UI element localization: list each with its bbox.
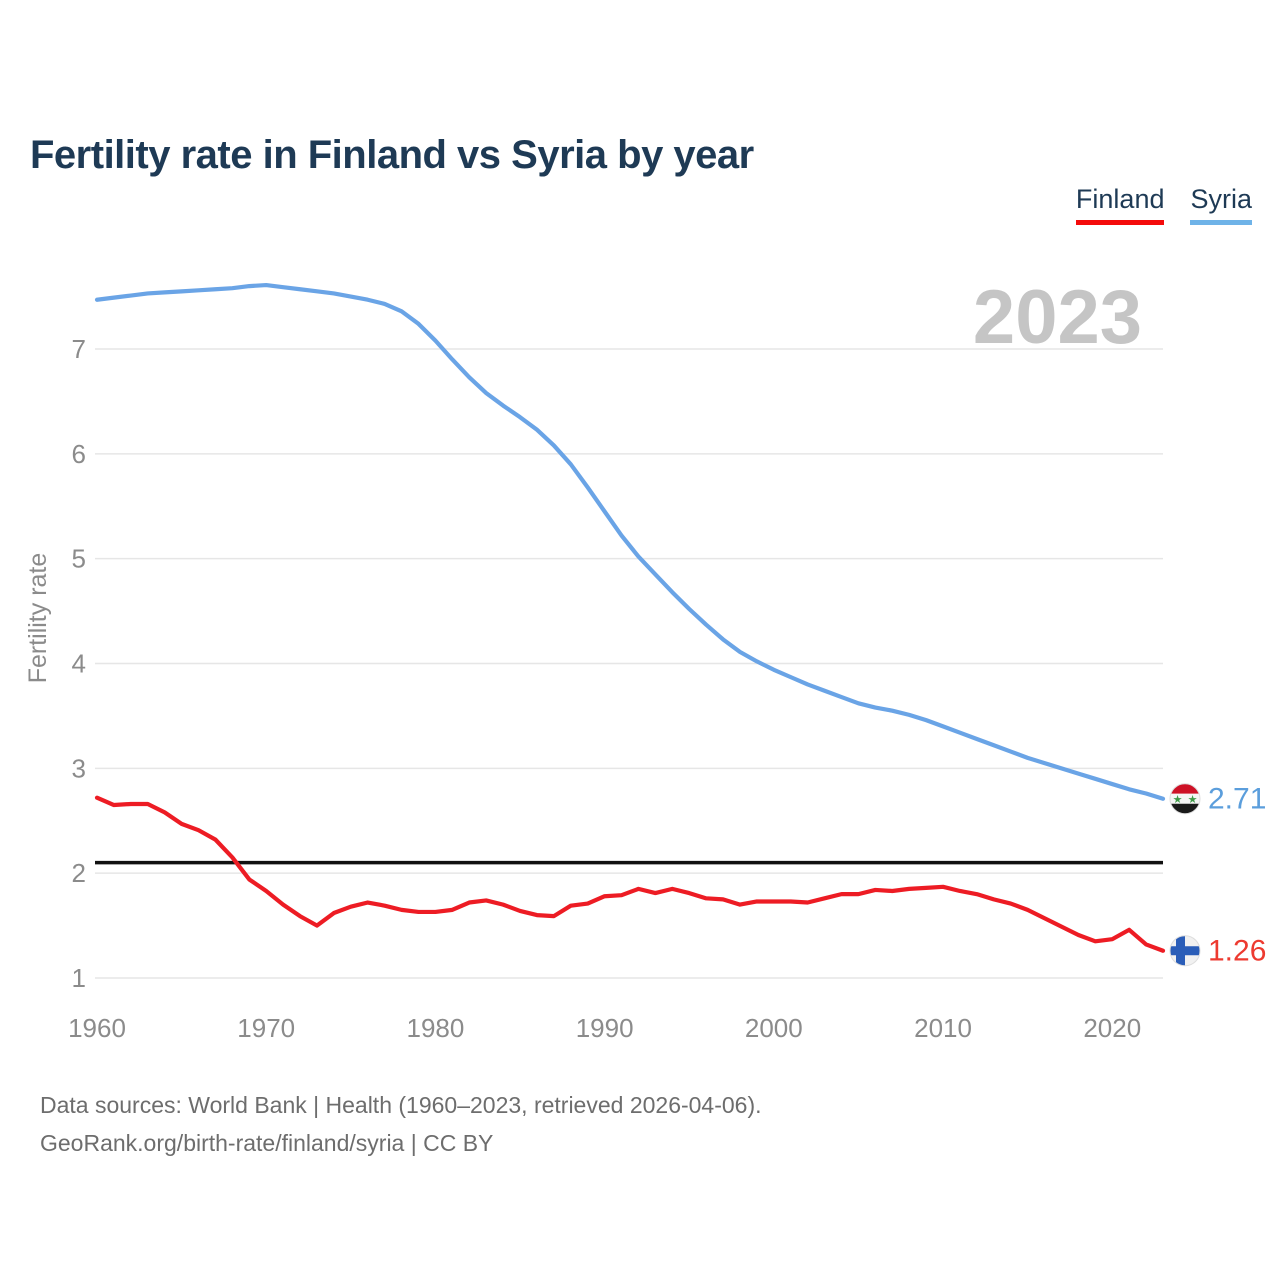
y-tick-label: 4	[72, 649, 86, 679]
y-tick-label: 3	[72, 753, 86, 783]
syria-flag-ring	[1169, 783, 1201, 815]
y-axis-title: Fertility rate	[24, 553, 52, 684]
x-tick-label: 1990	[576, 1013, 634, 1043]
footer: Data sources: World Bank | Health (1960–…	[40, 1086, 762, 1162]
legend-item-finland[interactable]: Finland	[1075, 184, 1165, 225]
legend: Finland Syria	[1075, 184, 1252, 225]
end-value-syria: 2.71	[1208, 783, 1266, 816]
syria-flag-icon: ★ ★	[1170, 783, 1200, 814]
y-axis-ticks: 1 2 3 4 5 6 7	[72, 334, 86, 993]
x-tick-label: 2010	[914, 1013, 972, 1043]
y-tick-label: 7	[72, 334, 86, 364]
gridlines	[95, 348, 1163, 979]
y-tick-label: 2	[72, 858, 86, 888]
y-tick-label: 5	[72, 544, 86, 574]
x-tick-label: 1970	[237, 1013, 295, 1043]
x-tick-label: 2000	[745, 1013, 803, 1043]
x-tick-label: 1980	[406, 1013, 464, 1043]
footer-attribution: GeoRank.org/birth-rate/finland/syria | C…	[40, 1130, 494, 1156]
end-value-finland: 1.26	[1208, 935, 1266, 968]
series-lines	[94, 282, 1166, 953]
finland-flag-ring	[1169, 935, 1201, 967]
syria-star: ★	[1188, 794, 1198, 806]
legend-item-syria[interactable]: Syria	[1190, 184, 1252, 225]
x-tick-label: 1960	[68, 1013, 126, 1043]
chart-watermark: 2023	[973, 275, 1142, 360]
y-tick-label: 1	[72, 963, 86, 993]
x-tick-label: 2020	[1083, 1013, 1141, 1043]
syria-star: ★	[1173, 794, 1183, 806]
x-axis-ticks: 1960 1970 1980 1990 2000 2010 2020	[68, 1013, 1141, 1043]
footer-sources: Data sources: World Bank | Health (1960–…	[40, 1092, 762, 1118]
series-line-finland	[94, 795, 1166, 953]
page-title: Fertility rate in Finland vs Syria by ye…	[30, 132, 754, 177]
series-line-syria	[94, 282, 1166, 801]
series-end-labels: ★ ★ 2.711.26	[1169, 783, 1266, 968]
y-tick-label: 6	[72, 439, 86, 469]
finland-flag-icon	[1170, 935, 1200, 966]
